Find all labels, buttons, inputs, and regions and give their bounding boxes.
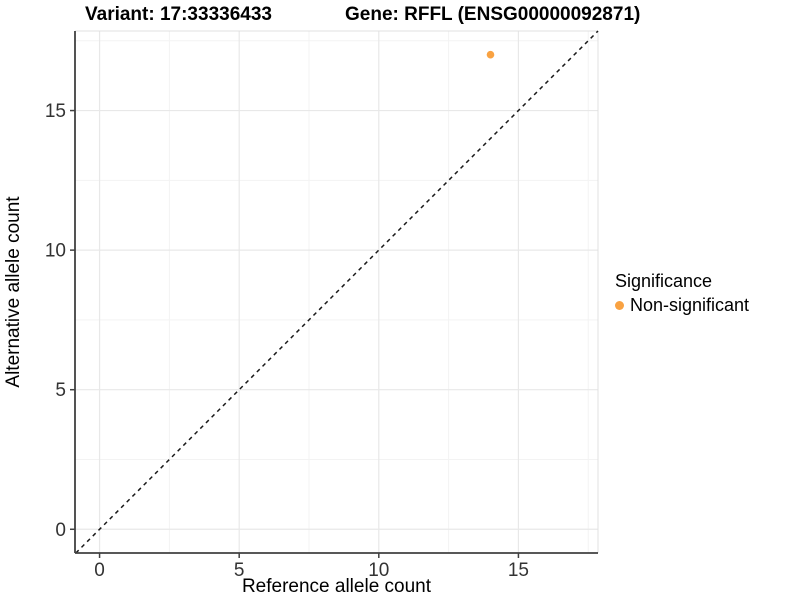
legend-item-label: Non-significant xyxy=(630,295,750,315)
x-tick-label: 0 xyxy=(94,560,105,581)
legend-item: Non-significant xyxy=(615,295,749,316)
data-point xyxy=(486,50,495,59)
y-tick-label: 15 xyxy=(45,101,66,122)
y-axis-title: Alternative allele count xyxy=(3,196,24,388)
gene-title: Gene: RFFL (ENSG00000092871) xyxy=(345,4,641,25)
y-tick-label: 10 xyxy=(45,241,66,262)
x-axis-title: Reference allele count xyxy=(241,576,432,597)
legend-point-icon xyxy=(615,301,624,310)
legend: Significance Non-significant xyxy=(615,271,749,316)
x-tick-label: 10 xyxy=(368,560,389,581)
identity-line xyxy=(75,30,599,554)
y-tick-label: 0 xyxy=(55,520,66,541)
legend-title: Significance xyxy=(615,271,713,291)
x-tick-label: 15 xyxy=(508,560,529,581)
variant-title: Variant: 17:33336433 xyxy=(85,4,272,25)
x-tick-label: 5 xyxy=(234,560,245,581)
y-tick-label: 5 xyxy=(55,380,66,401)
